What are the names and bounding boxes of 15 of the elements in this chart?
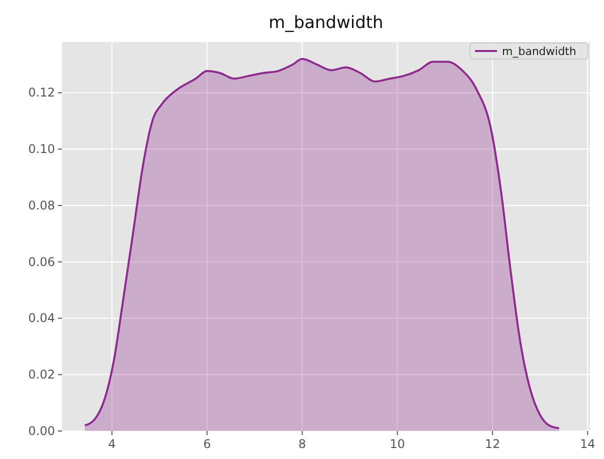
y-tick-label: 0.02 (28, 368, 55, 382)
y-tick-label: 0.10 (28, 142, 55, 156)
chart-title: m_bandwidth (268, 13, 384, 33)
y-tick-label: 0.12 (28, 86, 55, 100)
y-tick-label: 0.06 (28, 254, 55, 269)
x-tick-label: 4 (108, 437, 116, 451)
y-tick-label: 0.08 (28, 198, 55, 212)
legend-label: m_bandwidth (502, 45, 576, 58)
x-tick-label: 8 (298, 437, 306, 451)
y-tick-label: 0.00 (28, 424, 55, 438)
x-tick-label: 14 (580, 437, 596, 451)
x-tick-label: 12 (484, 437, 500, 451)
x-tick-label: 6 (203, 437, 211, 451)
y-tick-label: 0.04 (28, 311, 55, 326)
x-tick-label: 10 (390, 437, 405, 451)
